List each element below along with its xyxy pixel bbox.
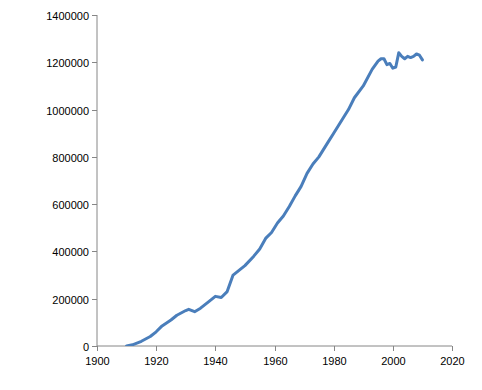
data-line — [127, 53, 423, 346]
x-tick-label: 1980 — [322, 355, 346, 367]
x-tick-label: 1960 — [263, 355, 287, 367]
y-tick-label: 800000 — [52, 152, 89, 164]
y-tick-label: 600000 — [52, 199, 89, 211]
y-tick — [92, 62, 97, 63]
y-tick — [92, 251, 97, 252]
y-tick-label: 1400000 — [46, 10, 89, 22]
x-tick-label: 1940 — [203, 355, 227, 367]
y-tick-label: 0 — [83, 341, 89, 353]
y-tick — [92, 15, 97, 16]
y-tick — [92, 110, 97, 111]
y-tick — [92, 299, 97, 300]
x-tick-label: 2000 — [381, 355, 405, 367]
x-tick — [334, 346, 335, 351]
y-tick — [92, 346, 97, 347]
x-tick — [275, 346, 276, 351]
x-tick — [215, 346, 216, 351]
y-tick-label: 1200000 — [46, 57, 89, 69]
x-axis — [97, 346, 452, 347]
y-tick — [92, 157, 97, 158]
plot-area — [127, 53, 423, 346]
y-tick-label: 1000000 — [46, 105, 89, 117]
x-tick — [452, 346, 453, 351]
x-tick — [393, 346, 394, 351]
y-axis — [97, 15, 98, 346]
x-tick-label: 1900 — [85, 355, 109, 367]
y-tick-label: 400000 — [52, 246, 89, 258]
y-tick — [92, 204, 97, 205]
y-tick-label: 200000 — [52, 294, 89, 306]
chart: 0 200000 400000 600000 800000 1000000 1200000 1… — [0, 0, 482, 390]
x-tick-label: 2020 — [440, 355, 464, 367]
x-tick — [97, 346, 98, 351]
x-tick-label: 1920 — [144, 355, 168, 367]
x-tick — [156, 346, 157, 351]
